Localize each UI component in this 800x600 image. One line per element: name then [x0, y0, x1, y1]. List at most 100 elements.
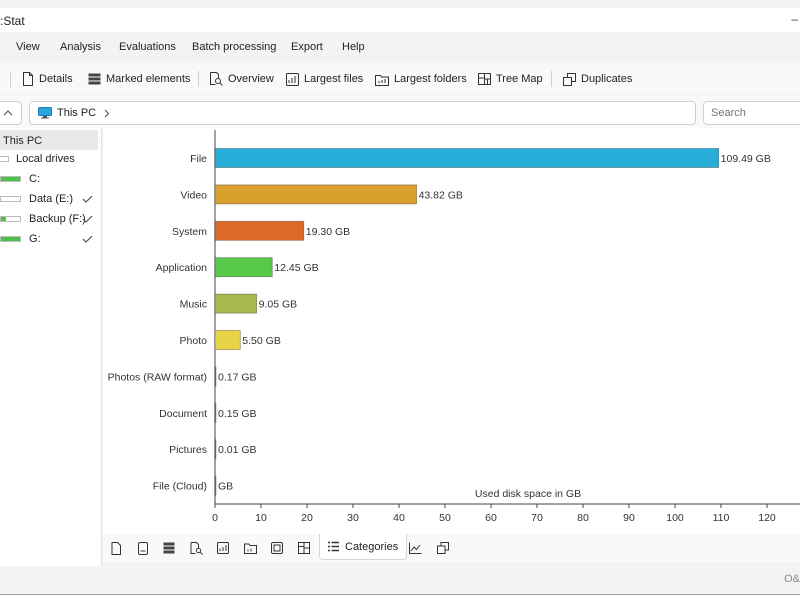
- sidebar-item-label: G:: [29, 233, 41, 245]
- bar: [214, 402, 217, 423]
- toolbar: Details Marked elements Overview Largest…: [0, 63, 800, 93]
- value-label: 5.50 GB: [242, 335, 281, 347]
- menu-help[interactable]: Help: [342, 41, 365, 53]
- menu-batch-processing[interactable]: Batch processing: [192, 41, 277, 53]
- up-button[interactable]: [0, 101, 22, 125]
- window-title: :Stat: [0, 14, 25, 28]
- menu-evaluations[interactable]: Evaluations: [119, 41, 176, 53]
- category-label: Video: [180, 189, 207, 201]
- folder-size-icon: [375, 74, 389, 86]
- overview-button[interactable]: Overview: [209, 71, 274, 87]
- x-tick-label: 100: [666, 512, 684, 524]
- largest-folders-label: Largest folders: [394, 73, 467, 85]
- marked-elements-label: Marked elements: [106, 73, 191, 85]
- category-label: Photo: [180, 335, 208, 347]
- drive-usage-bar: [0, 196, 21, 202]
- monitor-icon: [38, 107, 52, 119]
- x-tick-label: 30: [347, 512, 359, 524]
- sidebar-item-label: Local drives: [16, 153, 75, 165]
- value-label: 0.15 GB: [218, 408, 257, 420]
- sidebar-item-drive[interactable]: Backup (F:): [0, 210, 86, 228]
- x-tick-label: 0: [212, 512, 218, 524]
- view-drive-usage-button[interactable]: [269, 540, 285, 556]
- address-bar[interactable]: This PC: [29, 101, 696, 125]
- address-row: This PC: [0, 96, 800, 128]
- category-label: File (Cloud): [153, 481, 207, 493]
- sidebar-item-drive[interactable]: C:: [0, 170, 40, 188]
- window-frame-bottom: [0, 594, 800, 600]
- duplicates-label: Duplicates: [581, 73, 633, 85]
- bar: [214, 366, 217, 387]
- view-details-button[interactable]: [108, 540, 124, 556]
- marked-elements-button[interactable]: Marked elements: [88, 71, 190, 87]
- view-overview-button[interactable]: [188, 540, 204, 556]
- view-largest-files-button[interactable]: [215, 540, 231, 556]
- details-label: Details: [39, 73, 73, 85]
- sidebar-item-drive[interactable]: Data (E:): [0, 190, 73, 208]
- status-bar: O&: [0, 566, 800, 594]
- file-size-icon: [286, 72, 299, 86]
- bar: [214, 293, 258, 314]
- x-tick-label: 120: [758, 512, 776, 524]
- value-label: 0.01 GB: [218, 444, 257, 456]
- line-chart-icon: [408, 542, 421, 554]
- address-location: This PC: [57, 107, 97, 119]
- x-tick-label: 10: [255, 512, 267, 524]
- magnifier-document-icon: [190, 541, 203, 555]
- drive-group-icon: [0, 156, 9, 162]
- sidebar-item-this-pc[interactable]: This PC: [3, 132, 42, 150]
- tab-categories-label: Categories: [345, 540, 399, 553]
- drive-chart-icon: [271, 542, 283, 554]
- drive-usage-bar: [0, 236, 21, 242]
- document-icon: [23, 72, 33, 86]
- chevron-right-icon[interactable]: [104, 109, 110, 118]
- checkmark-icon: [82, 235, 93, 243]
- view-drive-button[interactable]: [135, 540, 151, 556]
- checkmark-icon: [82, 195, 93, 203]
- details-button[interactable]: Details: [22, 71, 73, 87]
- sidebar-item-drive[interactable]: G:: [0, 230, 41, 248]
- duplicates-icon: [563, 72, 576, 86]
- largest-files-button[interactable]: Largest files: [286, 71, 363, 87]
- value-label: GB: [218, 481, 233, 493]
- search-input[interactable]: [703, 101, 800, 125]
- value-label: 19.30 GB: [306, 226, 350, 238]
- document-icon: [111, 541, 121, 555]
- minimize-button[interactable]: –: [791, 12, 798, 26]
- sidebar-selection: [0, 130, 98, 150]
- largest-folders-button[interactable]: Largest folders: [375, 71, 467, 87]
- view-duplicates-button[interactable]: [435, 540, 451, 556]
- overview-label: Overview: [228, 73, 274, 85]
- x-tick-label: 80: [577, 512, 589, 524]
- toolbar-separator: [551, 71, 552, 87]
- tab-categories[interactable]: Categories: [319, 534, 408, 560]
- sidebar-item-label: Backup (F:): [29, 213, 86, 225]
- category-label: File: [190, 153, 207, 165]
- category-label: Music: [180, 299, 207, 311]
- category-label: System: [172, 226, 207, 238]
- menu-view[interactable]: View: [16, 41, 40, 53]
- view-list-button[interactable]: [161, 540, 177, 556]
- sidebar-item-local-drives[interactable]: Local drives: [0, 150, 75, 168]
- menu-export[interactable]: Export: [291, 41, 323, 53]
- tree-map-button[interactable]: Tree Map: [478, 71, 543, 87]
- view-tree-map-button[interactable]: [296, 540, 312, 556]
- file-size-icon: [217, 542, 229, 554]
- bar: [214, 475, 217, 496]
- view-largest-folders-button[interactable]: [242, 540, 258, 556]
- checkmark-icon: [82, 215, 93, 223]
- sidebar-tree: This PC Local drives C: Data (E:) Backup…: [0, 128, 102, 566]
- x-tick-label: 40: [393, 512, 405, 524]
- view-history-button[interactable]: [407, 540, 423, 556]
- menu-analysis[interactable]: Analysis: [60, 41, 101, 53]
- bar: [214, 148, 720, 168]
- duplicates-button[interactable]: Duplicates: [563, 71, 632, 87]
- drive-usage-bar: [0, 176, 21, 182]
- bar: [214, 184, 417, 205]
- sidebar-item-label: C:: [29, 173, 40, 185]
- treemap-icon: [298, 542, 310, 554]
- value-label: 9.05 GB: [259, 299, 298, 311]
- magnifier-document-icon: [210, 72, 223, 86]
- toolbar-separator: [198, 71, 199, 87]
